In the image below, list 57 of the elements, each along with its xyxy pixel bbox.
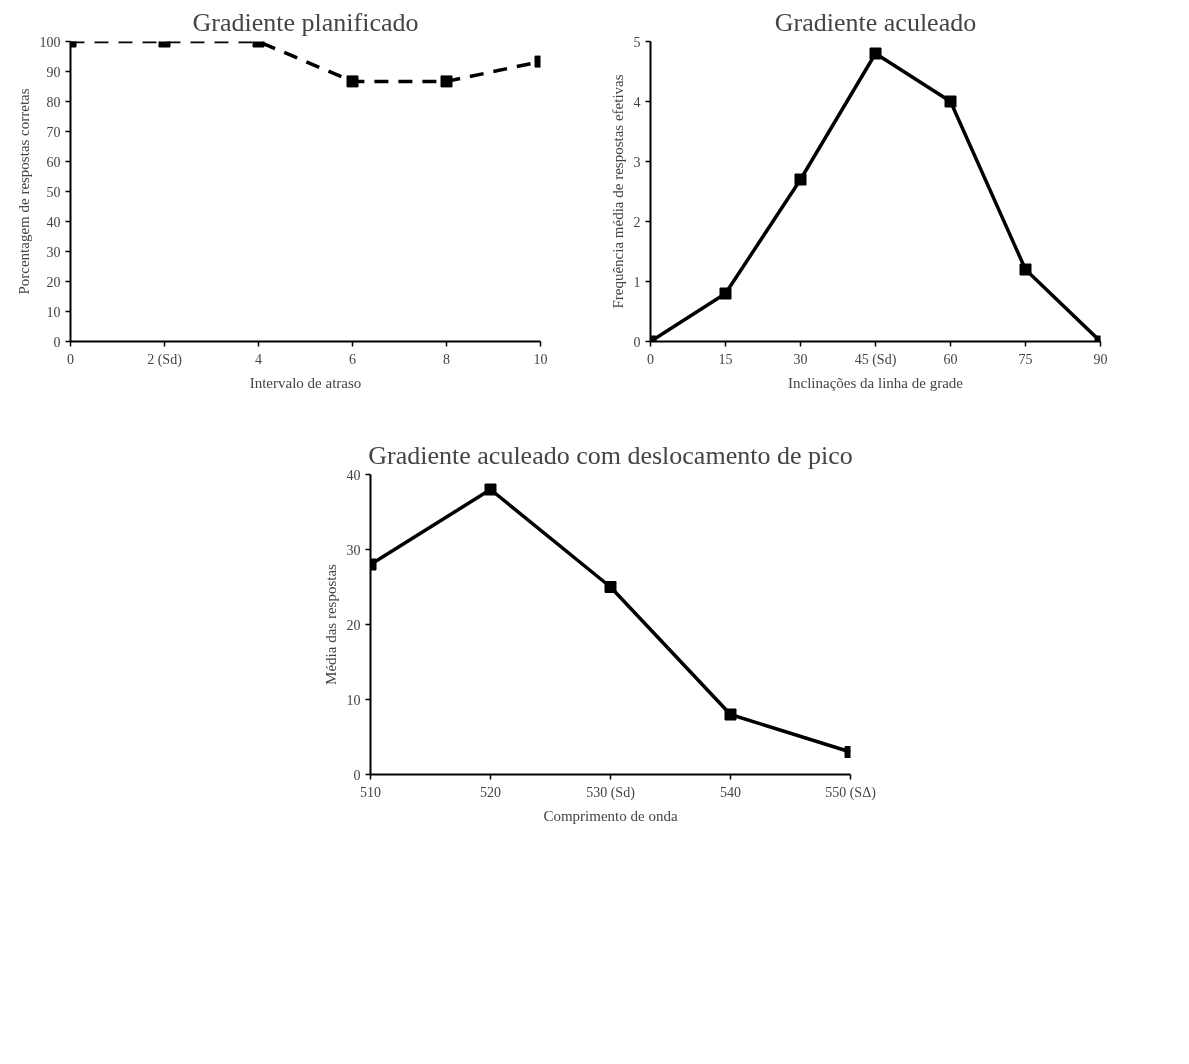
y-tick-label: 1 <box>633 274 641 290</box>
y-axis-title: Frequência média de respostas efetivas <box>609 74 626 309</box>
x-tick-label: 60 <box>943 351 958 367</box>
y-tick-label: 5 <box>633 34 641 50</box>
x-tick-label: 4 <box>255 351 262 367</box>
x-tick-label: 0 <box>647 351 654 367</box>
x-tick-label: 520 <box>480 784 501 800</box>
x-tick-label: 15 <box>718 351 733 367</box>
y-tick-label: 0 <box>633 334 641 350</box>
chart-title: Gradiente aculeado com deslocamento de pico <box>368 440 853 470</box>
y-tick-label: 70 <box>46 124 61 140</box>
x-tick-label: 530 (Sd) <box>586 784 636 801</box>
point <box>794 173 807 186</box>
y-tick-label: 10 <box>346 692 361 708</box>
x-tick-label: 510 <box>360 784 381 800</box>
x-axis-title: Comprimento de onda <box>543 807 678 824</box>
y-tick-label: 0 <box>353 767 361 783</box>
y-tick-label: 30 <box>46 244 61 260</box>
y-axis-title: Porcentagem de respostas corretas <box>15 88 32 295</box>
x-tick-label: 550 (SΔ) <box>825 784 877 801</box>
x-tick-label: 10 <box>533 351 548 367</box>
y-tick-label: 10 <box>46 304 61 320</box>
chart-title: Gradiente aculeado <box>774 7 977 37</box>
x-tick-label: 2 (Sd) <box>147 351 183 368</box>
y-tick-label: 20 <box>346 617 361 633</box>
y-tick-label: 4 <box>633 94 641 110</box>
y-tick-label: 20 <box>46 274 61 290</box>
point <box>724 708 737 721</box>
y-axis-title: Média das respostas <box>322 563 339 685</box>
point <box>1019 263 1032 276</box>
y-tick-label: 60 <box>46 154 61 170</box>
x-tick-label: 6 <box>349 351 356 367</box>
x-tick-label: 90 <box>1093 351 1108 367</box>
y-tick-label: 0 <box>53 334 61 350</box>
y-tick-label: 100 <box>39 34 61 50</box>
x-tick-label: 75 <box>1018 351 1033 367</box>
y-tick-label: 40 <box>346 467 361 483</box>
y-tick-label: 3 <box>633 154 641 170</box>
y-tick-label: 2 <box>633 214 641 230</box>
y-tick-label: 80 <box>46 94 61 110</box>
y-tick-label: 30 <box>346 542 361 558</box>
y-tick-label: 40 <box>46 214 61 230</box>
x-tick-label: 0 <box>67 351 74 367</box>
point <box>944 95 957 108</box>
chart-title: Gradiente planificado <box>192 7 419 37</box>
x-axis-title: Intervalo de atraso <box>249 374 362 391</box>
x-tick-label: 8 <box>443 351 450 367</box>
point <box>604 581 617 593</box>
point <box>484 483 497 496</box>
point <box>719 287 732 300</box>
x-tick-label: 540 <box>720 784 741 800</box>
x-tick-label: 45 (Sd) <box>854 351 897 368</box>
x-tick-label: 30 <box>793 351 808 367</box>
y-tick-label: 50 <box>46 184 61 200</box>
point <box>869 47 882 60</box>
y-tick-label: 90 <box>46 64 61 80</box>
x-axis-title: Inclinações da linha de grade <box>788 374 964 391</box>
